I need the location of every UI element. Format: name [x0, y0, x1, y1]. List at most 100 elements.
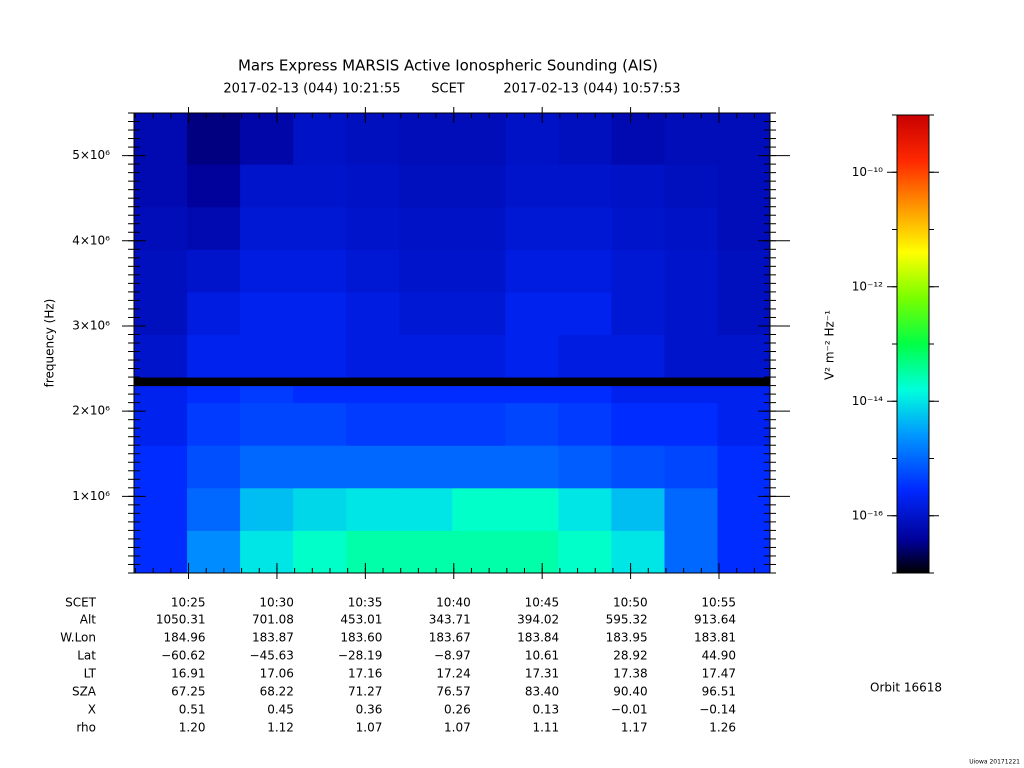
heatmap-cell [240, 377, 294, 387]
heatmap-cell [293, 530, 347, 574]
ephemeris-value: 1050.31 [156, 613, 206, 627]
heatmap-cell [134, 530, 188, 574]
heatmap-cell [558, 206, 612, 250]
ephemeris-value: 67.25 [171, 685, 205, 699]
heatmap-cell [134, 249, 188, 293]
start-time: 2017-02-13 (044) 10:21:55 [223, 82, 400, 97]
ephemeris-value: 0.45 [267, 703, 294, 717]
y-tick-label: 3×10⁶ [72, 318, 110, 332]
ephemeris-value: 90.40 [613, 685, 647, 699]
ephemeris-scet-label: SCET [65, 596, 97, 610]
heatmap-cell [505, 249, 559, 293]
ephemeris-value: 1.17 [621, 721, 648, 735]
y-tick-label: 4×10⁶ [72, 233, 110, 247]
heatmap-cell [558, 291, 612, 335]
heatmap-cell [134, 206, 188, 250]
heatmap-cell [240, 385, 294, 404]
heatmap-cell [187, 164, 241, 208]
heatmap-cell [505, 530, 559, 574]
heatmap-cell [187, 113, 241, 165]
x-tick-label: 10:30 [259, 596, 294, 610]
ephemeris-value: 17.31 [525, 667, 559, 681]
x-tick-label: 10:45 [525, 596, 560, 610]
heatmap-cell [346, 530, 400, 574]
heatmap-cell [399, 402, 453, 446]
ephemeris-value: 0.36 [356, 703, 383, 717]
heatmap-cell [452, 206, 506, 250]
heatmap-cell [558, 164, 612, 208]
ephemeris-value: 28.92 [613, 649, 647, 663]
heatmap-cell [452, 113, 506, 165]
y-tick-label: 1×10⁶ [72, 489, 110, 503]
heatmap-cell [240, 487, 294, 531]
heatmap-cell [134, 164, 188, 208]
heatmap-cell [611, 530, 665, 574]
heatmap-cell [505, 113, 559, 165]
heatmap-cell [664, 249, 719, 293]
heatmap-cell [558, 249, 612, 293]
ephemeris-value: 0.51 [179, 703, 206, 717]
colorbar [896, 114, 930, 574]
heatmap-cell [187, 385, 241, 404]
ephemeris-value: 83.40 [525, 685, 559, 699]
heatmap-cell [399, 385, 453, 404]
heatmap-cell [664, 113, 719, 165]
heatmap-cell [717, 113, 771, 165]
heatmap-cell [505, 402, 559, 446]
heatmap-cell [558, 530, 612, 574]
ephemeris-value: 1.20 [179, 721, 206, 735]
x-tick-label: 10:40 [436, 596, 471, 610]
heatmap-cell [664, 377, 719, 387]
ephemeris-value: 183.95 [606, 631, 648, 645]
heatmap-cell [293, 402, 347, 446]
ephemeris-value: 1.07 [356, 721, 383, 735]
heatmap-cell [611, 164, 665, 208]
ephemeris-value: 183.67 [429, 631, 471, 645]
ephemeris-value: 394.02 [517, 613, 559, 627]
ephemeris-value: 701.08 [252, 613, 294, 627]
heatmap-cell [134, 487, 188, 531]
heatmap-cell [399, 445, 453, 489]
heatmap-cell [558, 385, 612, 404]
heatmap-cell [717, 164, 771, 208]
heatmap-cell [187, 402, 241, 446]
heatmap-cell [664, 530, 719, 574]
orbit-label: Orbit 16618 [870, 681, 942, 695]
heatmap-cell [717, 402, 771, 446]
heatmap-cell [452, 164, 506, 208]
heatmap-cell [293, 206, 347, 250]
heatmap-cell [293, 334, 347, 378]
ephemeris-row-label: LT [84, 667, 97, 681]
x-tick-label: 10:55 [701, 596, 736, 610]
heatmap-cell [293, 164, 347, 208]
heatmap-cell [293, 445, 347, 489]
heatmap-cell [505, 164, 559, 208]
heatmap-cell [611, 334, 665, 378]
ephemeris-value: 96.51 [702, 685, 736, 699]
ephemeris-value: −60.62 [161, 649, 205, 663]
ephemeris-value: 1.12 [267, 721, 294, 735]
x-tick-label: 10:25 [171, 596, 206, 610]
heatmap-cell [346, 445, 400, 489]
ephemeris-value: 68.22 [260, 685, 294, 699]
heatmap-cell [134, 334, 188, 378]
ephemeris-value: 16.91 [171, 667, 205, 681]
heatmap-cell [399, 377, 453, 387]
heatmap-cell [558, 113, 612, 165]
heatmap-cell [399, 487, 453, 531]
heatmap-cell [611, 487, 665, 531]
ephemeris-value: 1.26 [709, 721, 736, 735]
ephemeris-row-label: Lat [77, 649, 96, 663]
heatmap-cell [611, 385, 665, 404]
ephemeris-value: 17.38 [613, 667, 647, 681]
heatmap-cell [611, 113, 665, 165]
heatmap-cell [558, 334, 612, 378]
heatmap-cell [399, 164, 453, 208]
heatmap-cell [240, 402, 294, 446]
y-tick-label: 2×10⁶ [72, 404, 110, 418]
heatmap-cell [293, 113, 347, 165]
heatmap-cell [452, 530, 506, 574]
colorbar-tick-label: 10⁻¹⁰ [852, 165, 883, 179]
heatmap-cell [240, 249, 294, 293]
ephemeris-value: −0.01 [611, 703, 648, 717]
